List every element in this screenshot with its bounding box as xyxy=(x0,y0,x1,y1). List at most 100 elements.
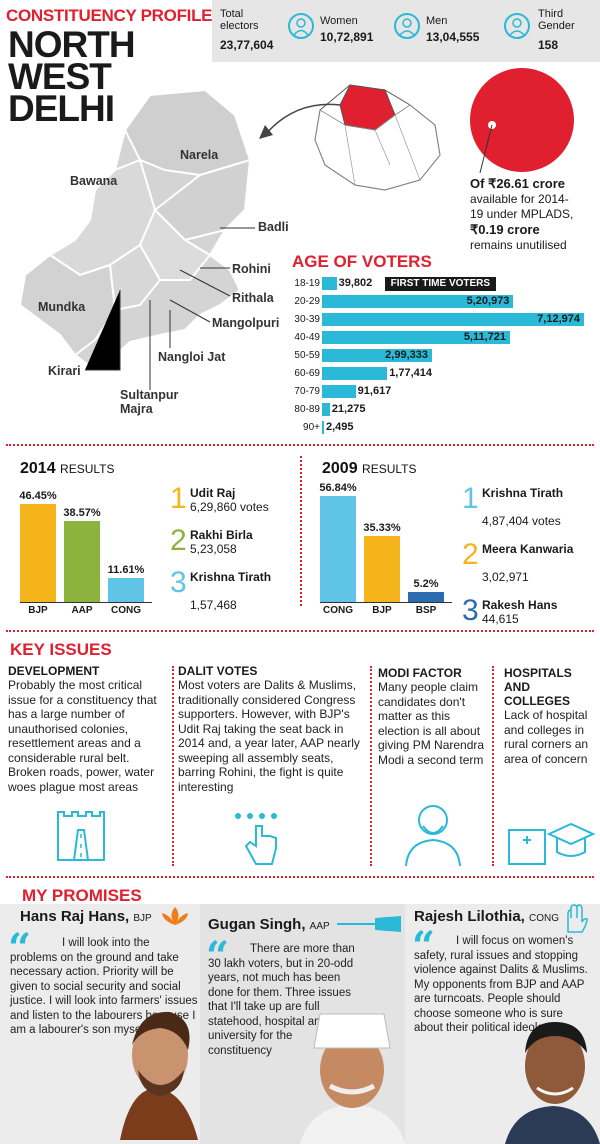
result-bar xyxy=(320,496,356,602)
promise-quote: I will focus on women's safety, rural is… xyxy=(414,935,588,1034)
result-party: BJP xyxy=(372,605,392,616)
issue-body: Probably the most critical issue for a c… xyxy=(8,678,157,794)
map-label-narela: Narela xyxy=(180,148,219,162)
age-row-label: 30-39 xyxy=(294,314,320,325)
candidate-rank: 3 xyxy=(170,566,187,599)
candidate-votes: 5,23,058 xyxy=(190,542,237,556)
age-bar xyxy=(322,295,514,308)
age-row-label: 20-29 xyxy=(294,296,320,307)
result-bar xyxy=(408,592,444,602)
issue-body: Many people claim candidates don't matte… xyxy=(378,680,485,767)
quote-mark-icon: “ xyxy=(412,923,436,970)
candidate-rank: 1 xyxy=(462,482,479,515)
title-line-1: NORTH xyxy=(8,24,136,65)
age-row-label: 40-49 xyxy=(294,332,320,343)
age-bar xyxy=(322,385,356,398)
candidate-votes: 3,02,971 xyxy=(482,570,529,584)
age-chart: 18-19 39,802 FIRST TIME VOTERS 20-29 5,20,97… xyxy=(290,277,600,439)
age-bar xyxy=(322,367,388,380)
map-leader-lines xyxy=(85,227,255,390)
map-label-sultanpur-majra: Sultanpur Majra xyxy=(120,388,179,416)
map-label-nangloi-jat: Nangloi Jat xyxy=(158,350,226,364)
gugan-singh-photo xyxy=(300,1013,405,1144)
total-electors-label: Total electors xyxy=(220,8,259,32)
map-label-bawana: Bawana xyxy=(70,174,118,188)
results-2009-chart: 56.84% CONG 35.33% BJP 5.2% BSP xyxy=(319,482,455,620)
result-baseline xyxy=(20,602,152,603)
result-pct: 35.33% xyxy=(363,522,401,535)
result-party: AAP xyxy=(71,605,93,616)
result-party: CONG xyxy=(111,605,141,616)
results-2009-heading: 2009 RESULTS xyxy=(322,460,417,478)
result-party: BSP xyxy=(415,605,437,616)
map-label-mangolpuri: Mangolpuri xyxy=(212,316,280,330)
age-value: 2,99,333 xyxy=(385,349,428,361)
title-line-3: DELHI xyxy=(8,88,115,129)
age-bar xyxy=(322,313,584,326)
women-label: Women xyxy=(320,15,358,27)
result-party: CONG xyxy=(323,605,353,616)
separator-2 xyxy=(6,630,594,632)
age-bar xyxy=(322,349,432,362)
age-bar xyxy=(322,331,511,344)
age-value: 39,802 xyxy=(338,277,373,289)
lotus-icon xyxy=(162,907,188,925)
title-line-2: WEST xyxy=(8,56,112,97)
hand-icon xyxy=(567,904,588,933)
issue-body: Lack of hospital and colleges in rural c… xyxy=(504,708,589,766)
candidate-name: Udit Raj xyxy=(190,486,236,500)
age-row-label: 90+ xyxy=(303,422,320,433)
men-value: 13,04,555 xyxy=(426,30,480,44)
locator-arrow xyxy=(259,103,341,139)
candidate-rank: 2 xyxy=(170,524,187,557)
map-label-kirari: Kirari xyxy=(48,364,81,378)
total-electors-value: 23,77,604 xyxy=(220,38,274,52)
issue-development: DEVELOPMENT Probably the most critical i… xyxy=(8,664,168,794)
separator-1 xyxy=(6,444,594,446)
mplads-line-2: available for 2014- xyxy=(470,192,569,206)
age-value: 5,20,973 xyxy=(466,295,510,307)
third-gender-value: 158 xyxy=(538,38,559,52)
first-time-voters-tag: FIRST TIME VOTERS xyxy=(384,277,497,291)
result-baseline xyxy=(320,602,452,603)
rajesh-lilothia-photo xyxy=(505,1022,600,1144)
age-value: 7,12,974 xyxy=(537,313,580,325)
age-row-label: 50-59 xyxy=(294,350,320,361)
electors-bar: Total electors 23,77,604 Women 10,72,891… xyxy=(212,0,600,62)
candidate-rank: 1 xyxy=(170,482,187,515)
results-2009-year: 2009 xyxy=(322,460,358,477)
issue-body: Most voters are Dalits & Muslims, tradit… xyxy=(178,678,360,794)
separator-3 xyxy=(6,876,594,878)
mplads-circle xyxy=(470,68,574,174)
candidate-rank: 2 xyxy=(462,538,479,571)
age-row-label: 70-79 xyxy=(294,386,320,397)
map-label-rohini: Rohini xyxy=(232,262,271,276)
age-value: 21,275 xyxy=(331,403,366,415)
age-bar xyxy=(322,403,330,416)
results-2014-year: 2014 xyxy=(20,460,56,477)
issue-title: DALIT VOTES xyxy=(178,664,258,678)
map-label-mundka: Mundka xyxy=(38,300,86,314)
results-2014-heading: 2014 RESULTS xyxy=(20,460,115,478)
issues-heading: KEY ISSUES xyxy=(10,640,112,659)
candidate-rank: 3 xyxy=(462,594,479,627)
candidate-votes: 4,87,404 votes xyxy=(482,514,561,528)
quote-mark-icon: “ xyxy=(206,933,230,980)
result-bar xyxy=(364,536,400,602)
issues-divider-1 xyxy=(172,666,174,866)
candidate-votes: 44,615 xyxy=(482,612,519,626)
section-kicker: CONSTITUENCY PROFILE xyxy=(6,6,213,25)
constituency-map xyxy=(18,88,252,372)
mplads-text: Of ₹26.61 crore available for 2014- 19 u… xyxy=(470,176,600,253)
woman-icon xyxy=(288,13,314,39)
results-2014-word: RESULTS xyxy=(60,462,115,476)
result-pct: 5.2% xyxy=(413,578,439,591)
delhi-locator-map xyxy=(314,84,441,191)
promises-heading: MY PROMISES xyxy=(22,886,142,905)
map-label-rithala: Rithala xyxy=(232,291,274,305)
issue-hospitals-colleges: HOSPITALS AND COLLEGES Lack of hospital … xyxy=(504,666,594,766)
issue-title: DEVELOPMENT xyxy=(8,664,100,678)
age-bar xyxy=(322,421,324,434)
third-gender-label: Third Gender xyxy=(538,8,575,32)
candidate-name: Rakhi Birla xyxy=(190,528,253,542)
